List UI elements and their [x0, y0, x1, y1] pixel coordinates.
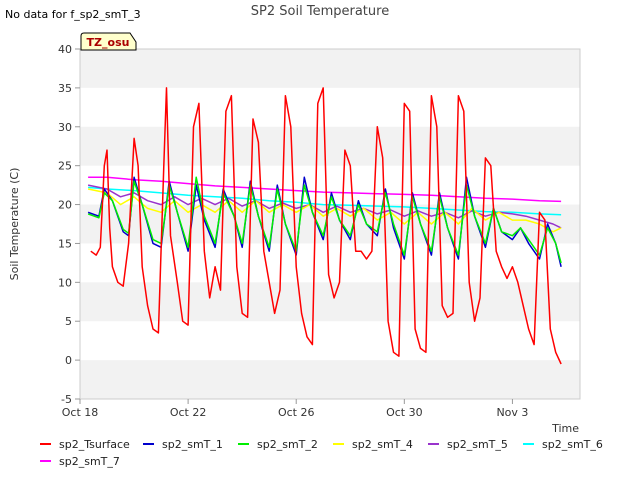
y-tick-label: 20 — [58, 199, 72, 212]
series-line-sp2-smT-7 — [88, 176, 562, 203]
x-axis-title: Time — [551, 422, 579, 435]
y-tick-label: 25 — [58, 160, 72, 173]
plot-frame — [79, 48, 581, 400]
tz-badge-shape — [80, 32, 137, 51]
grid-band — [80, 126, 580, 166]
chart-title: SP2 Soil Temperature — [251, 4, 389, 19]
y-tick-label: 40 — [58, 43, 72, 56]
series-line-sp2-smT-6 — [88, 186, 562, 216]
series-line-sp2-Tsurface — [90, 87, 562, 365]
x-axis-ticks: Oct 18 Oct 22 Oct 26 Oct 30 Nov 3 — [62, 399, 528, 419]
y-tick-label: 0 — [65, 354, 72, 367]
series-line-sp2-smT-4 — [87, 188, 562, 233]
legend-label: sp2_smT_2 — [257, 438, 318, 451]
grid-bands — [80, 49, 580, 399]
tz-badge: TZ_osu — [80, 32, 137, 51]
y-tick-label: 10 — [58, 276, 72, 289]
grid-band — [80, 49, 580, 88]
legend-label: sp2_smT_7 — [59, 455, 120, 468]
legend: sp2_Tsurface sp2_smT_1 sp2_smT_2 sp2_smT_4 s… — [40, 438, 603, 468]
no-data-note: No data for f_sp2_smT_3 — [5, 8, 141, 21]
y-tick-label: 35 — [58, 82, 72, 95]
y-tick-label: 30 — [58, 121, 72, 134]
grid-band — [80, 360, 580, 399]
y-axis-title: Soil Temperature (C) — [8, 168, 21, 281]
legend-label: sp2_smT_1 — [162, 438, 223, 451]
y-tick-label: 15 — [58, 237, 72, 250]
x-tick-label: Oct 26 — [278, 406, 315, 419]
legend-label: sp2_smT_6 — [542, 438, 603, 451]
y-axis-ticks: -5 0 5 10 15 20 25 30 35 40 — [58, 43, 80, 406]
legend-label: sp2_smT_4 — [352, 438, 413, 451]
x-tick-label: Oct 18 — [62, 406, 99, 419]
legend-label: sp2_Tsurface — [59, 438, 130, 451]
grid-band — [80, 282, 580, 322]
x-tick-label: Nov 3 — [496, 406, 528, 419]
y-tick-label: 5 — [65, 315, 72, 328]
x-tick-label: Oct 30 — [386, 406, 423, 419]
series-lines — [87, 87, 562, 365]
y-tick-label: -5 — [61, 393, 72, 406]
x-tick-label: Oct 22 — [170, 406, 207, 419]
tz-badge-label: TZ_osu — [87, 36, 130, 49]
legend-label: sp2_smT_5 — [447, 438, 508, 451]
